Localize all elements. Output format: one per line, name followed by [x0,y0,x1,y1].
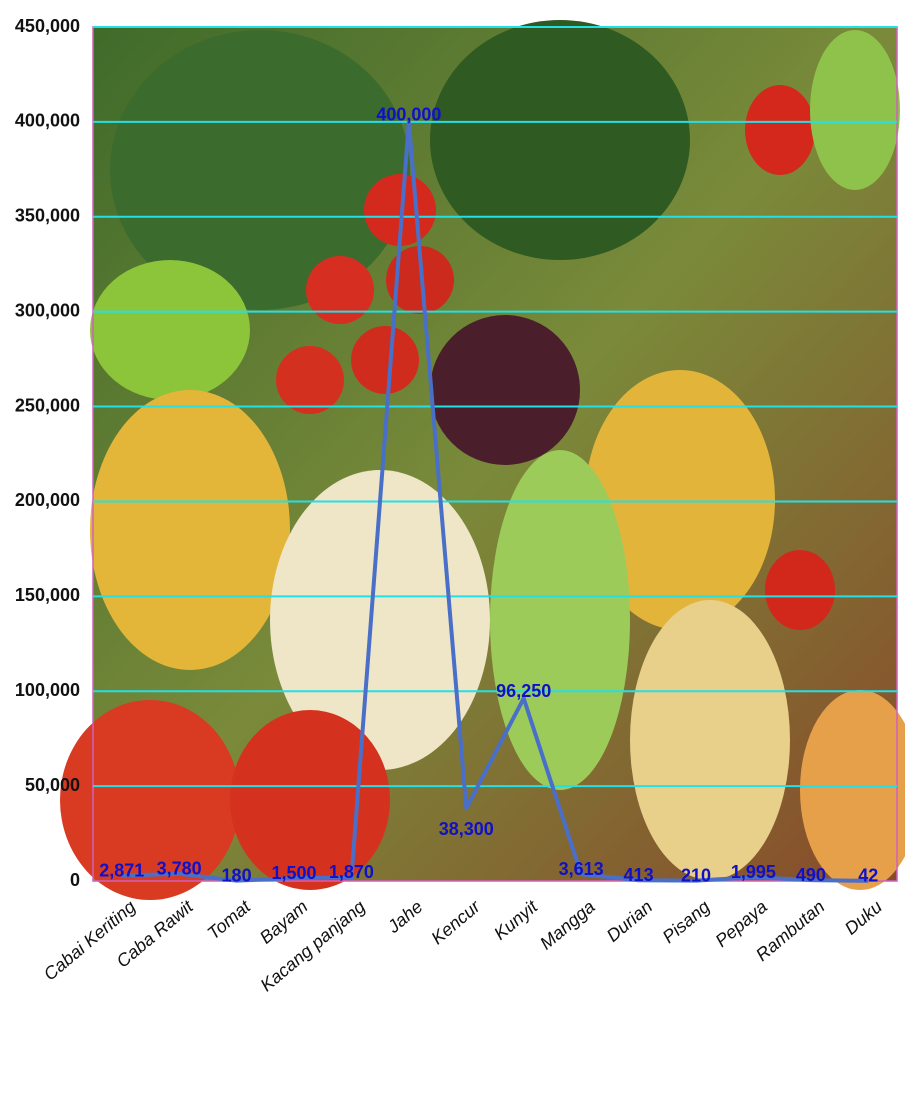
x-tick-label: Duku [841,896,886,938]
data-label: 1,500 [271,863,316,883]
x-tick-label: Tomat [204,896,255,944]
x-tick-label: Kacang panjang [257,896,370,995]
data-label: 3,780 [157,859,202,879]
y-tick-label: 200,000 [15,490,80,510]
data-label: 2,871 [99,860,144,880]
y-tick-label: 400,000 [15,111,80,131]
background-photo [60,20,905,900]
data-label: 490 [796,865,826,885]
y-tick-label: 100,000 [15,680,80,700]
x-tick-label: Kencur [427,896,484,949]
y-tick-label: 150,000 [15,585,80,605]
line [121,119,869,883]
x-tick-label: Jahe [383,896,427,937]
data-label: 96,250 [496,681,551,701]
y-tick-label: 50,000 [25,775,80,795]
data-label: 1,870 [329,862,374,882]
y-tick-label: 0 [70,870,80,890]
data-label: 400,000 [376,105,441,125]
y-tick-label: 300,000 [15,300,80,320]
y-tick-label: 350,000 [15,206,80,226]
x-tick-label: Pisang [659,896,714,947]
data-label: 210 [681,865,711,885]
x-tick-label: Kunyit [490,896,542,944]
data-label: 180 [222,865,252,885]
y-tick-label: 450,000 [15,16,80,36]
data-label: 42 [858,866,878,886]
y-tick-label: 250,000 [15,395,80,415]
x-tick-label: Durian [603,896,656,945]
x-tick-label: Mangga [536,896,599,953]
data-label: 3,613 [559,859,604,879]
data-label: 413 [624,865,654,885]
data-label: 1,995 [731,862,776,882]
data-label: 38,300 [439,819,494,839]
